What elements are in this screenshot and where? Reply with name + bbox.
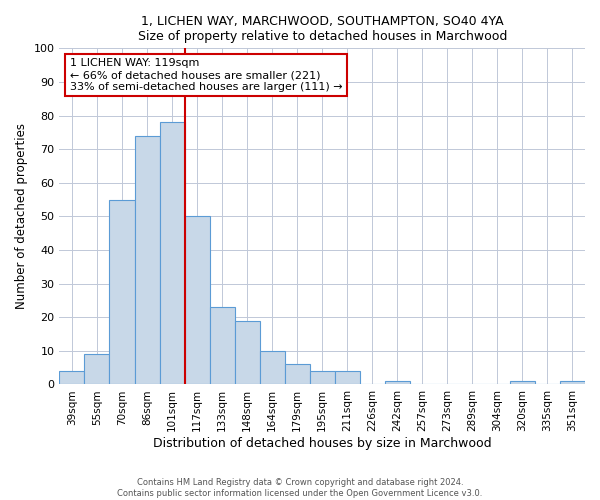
Text: Contains HM Land Registry data © Crown copyright and database right 2024.
Contai: Contains HM Land Registry data © Crown c… [118,478,482,498]
Bar [560,381,585,384]
Bar [235,320,260,384]
Bar [335,371,360,384]
Bar [109,200,134,384]
Bar [185,216,209,384]
Bar [260,351,284,384]
Bar [310,371,335,384]
Bar [59,371,85,384]
Bar [209,307,235,384]
Bar [385,381,410,384]
Bar [134,136,160,384]
Bar [160,122,185,384]
Bar [85,354,109,384]
Y-axis label: Number of detached properties: Number of detached properties [15,124,28,310]
X-axis label: Distribution of detached houses by size in Marchwood: Distribution of detached houses by size … [153,437,491,450]
Title: 1, LICHEN WAY, MARCHWOOD, SOUTHAMPTON, SO40 4YA
Size of property relative to det: 1, LICHEN WAY, MARCHWOOD, SOUTHAMPTON, S… [137,15,507,43]
Bar [510,381,535,384]
Text: 1 LICHEN WAY: 119sqm
← 66% of detached houses are smaller (221)
33% of semi-deta: 1 LICHEN WAY: 119sqm ← 66% of detached h… [70,58,343,92]
Bar [284,364,310,384]
